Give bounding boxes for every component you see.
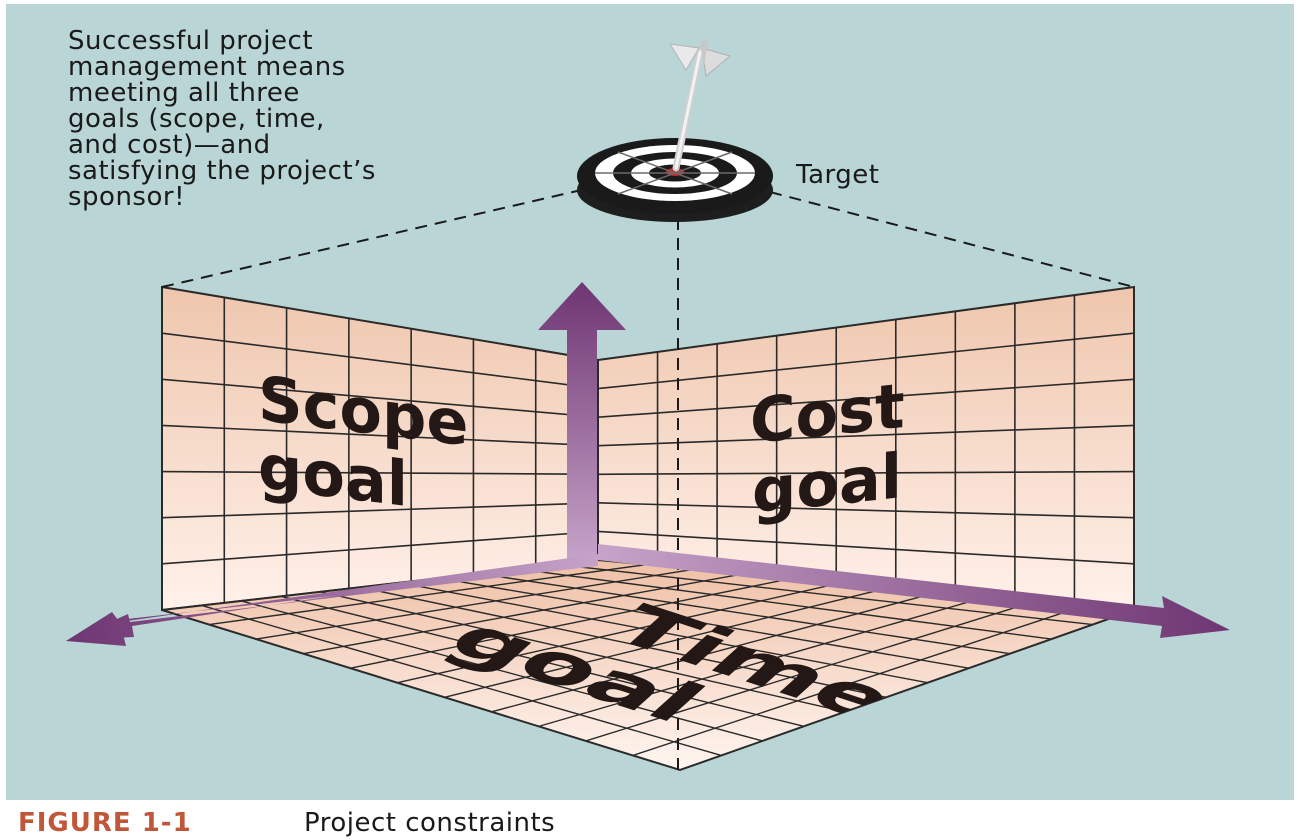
grid-line [280, 595, 804, 728]
grid-line [303, 572, 745, 655]
dart-icon [669, 40, 732, 172]
grid-line [201, 604, 722, 757]
grid-line [208, 563, 647, 626]
grid-line [162, 424, 598, 447]
intro-note-line: management means [68, 52, 346, 82]
grid-line [538, 595, 989, 728]
cost-axis-arrow-right [598, 544, 1230, 638]
grid-line [162, 502, 598, 519]
intro-note-line: meeting all three [68, 78, 300, 108]
grid-line [598, 424, 1134, 447]
intro-note-line: Successful project [68, 26, 314, 56]
grid-line [350, 577, 794, 669]
dashed-guides [161, 187, 1135, 770]
grid-line [256, 568, 696, 640]
grid-line [162, 470, 598, 476]
grid-line [444, 586, 891, 698]
intro-note-line: goals (scope, time, [68, 104, 325, 134]
dartboard-icon [577, 138, 773, 222]
intro-note-line: and cost)—and [68, 130, 271, 160]
cost-wall: Cost goal [597, 285, 1135, 612]
grid-line [598, 470, 1134, 476]
grid-line [241, 600, 763, 742]
cost-goal-label-line2: goal [752, 439, 902, 528]
figure-caption: FIGURE 1-1 Project constraints [0, 806, 1298, 840]
grid-line [598, 332, 1134, 390]
scope-axis-arrow [538, 282, 626, 560]
project-constraints-diagram: Scope goal Cost goal Time goal [66, 40, 1230, 772]
grid-line [518, 568, 1052, 640]
grid-line [598, 378, 1134, 418]
figure-number: FIGURE 1-1 [18, 808, 192, 838]
intro-note-line: satisfying the project’s [68, 156, 376, 186]
target-label: Target [796, 160, 880, 190]
grid-line [397, 582, 842, 684]
intro-note-line: sponsor! [68, 182, 186, 212]
grid-line [162, 378, 598, 418]
grid-line [598, 502, 1134, 519]
grid-line [320, 591, 846, 713]
grid-line [558, 563, 1093, 626]
grid-line [360, 586, 887, 698]
grid-line [399, 582, 928, 684]
scope-wall: Scope goal [161, 285, 599, 612]
grid-line [632, 604, 1086, 757]
grid-line [439, 577, 970, 669]
grid-line [491, 591, 940, 713]
grid-line [585, 600, 1037, 742]
axis-arrows [66, 282, 1230, 646]
figure-title: Project constraints [304, 808, 556, 838]
cost-goal-label-line1: Cost [750, 369, 905, 458]
grid-line [162, 332, 598, 390]
grid-line [598, 530, 1134, 565]
intro-note: Successful project management means meet… [68, 28, 568, 210]
grid-line [162, 530, 598, 565]
grid-line [478, 572, 1011, 655]
